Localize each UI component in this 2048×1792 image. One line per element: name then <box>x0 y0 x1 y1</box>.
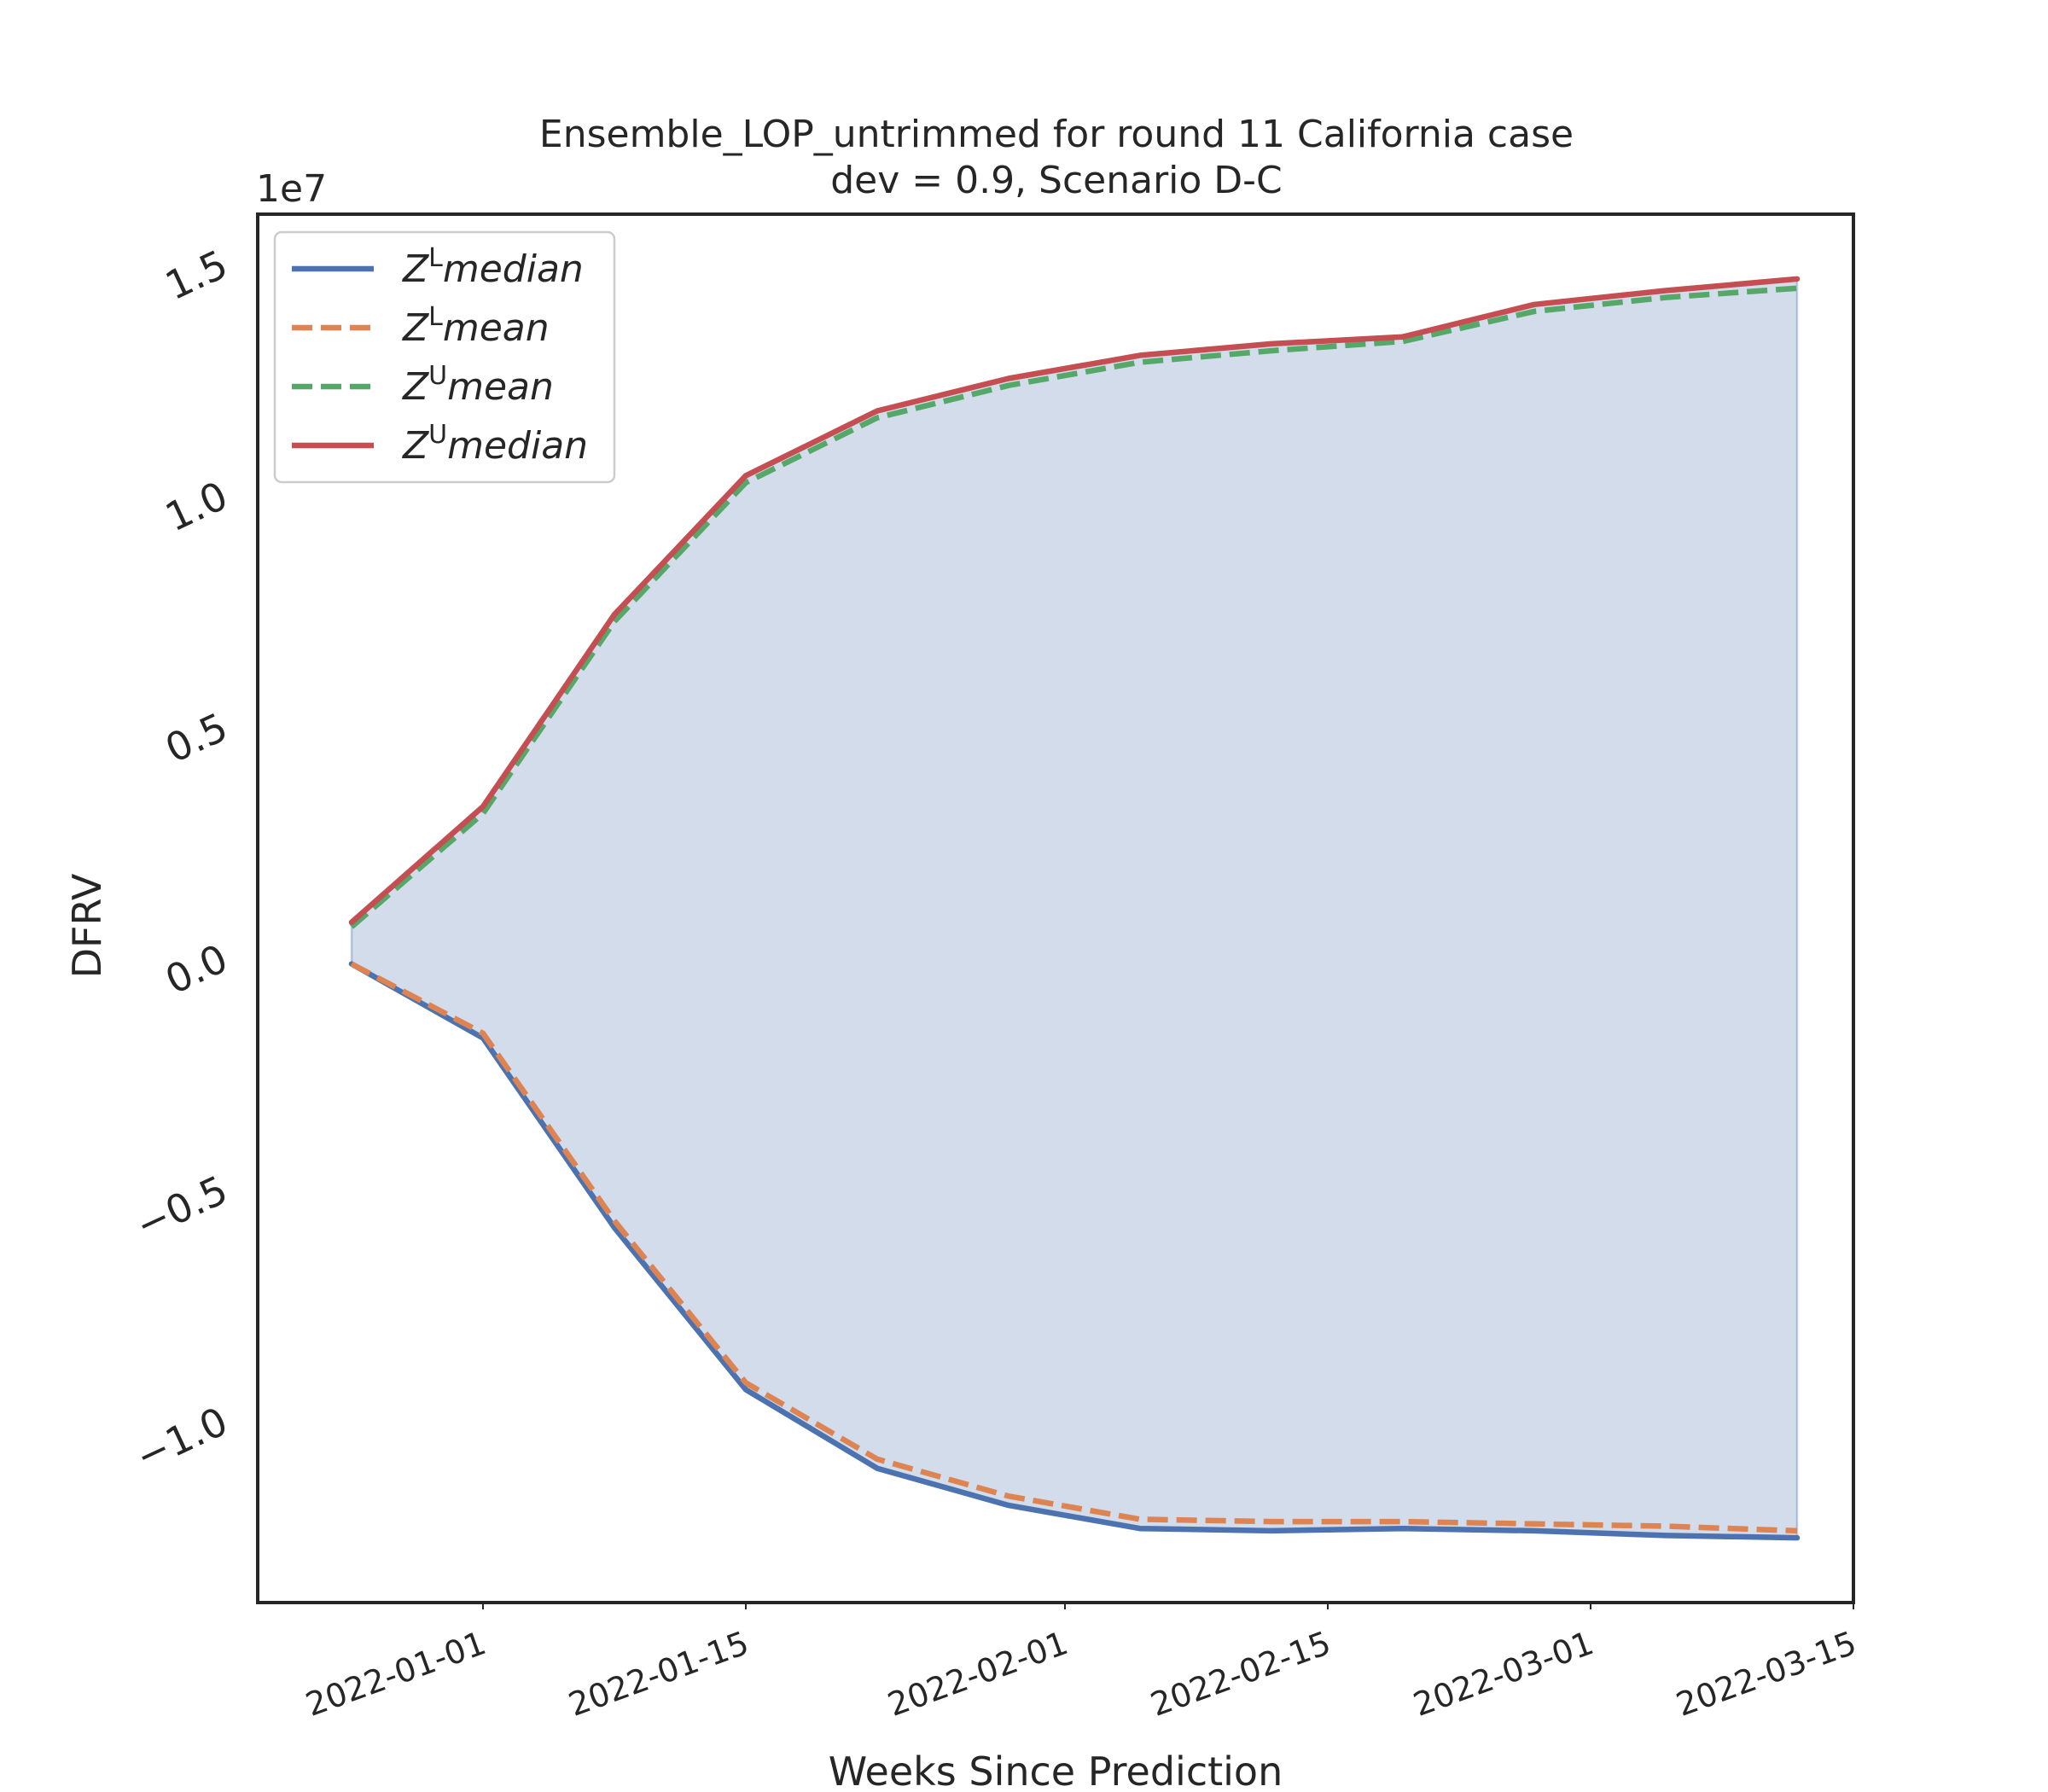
legend-entries: ZLmedian ZLmean ZUmean ZUmedian <box>292 243 588 468</box>
legend-label: ZLmean <box>402 302 550 350</box>
chart-subtitle: dev = 0.9, Scenario D-C <box>830 159 1283 202</box>
legend: ZLmedian ZLmean ZUmean ZUmedian <box>273 230 616 484</box>
series-line-0 <box>348 961 1801 1541</box>
y-tick-label: 1.5 <box>159 241 235 309</box>
y-tick-label: 1.0 <box>159 472 235 540</box>
y-tick-label: 0.5 <box>159 704 235 772</box>
y-tick-label: −1.0 <box>129 1398 235 1480</box>
y-axis-ticks: −1.0 −0.5 0.0 0.5 1.0 1.5 <box>129 241 235 1480</box>
x-tick-label: 2022-02-15 <box>1146 1624 1336 1724</box>
chart-title: Ensemble_LOP_untrimmed for round 11 Cali… <box>539 113 1574 156</box>
series-line-2 <box>349 285 1798 929</box>
y-tick-label: −0.5 <box>129 1167 235 1248</box>
legend-label: ZLmedian <box>402 243 584 291</box>
x-tick-label: 2022-03-15 <box>1672 1624 1862 1724</box>
series-line-3 <box>348 276 1801 926</box>
plot-area <box>256 212 1855 1604</box>
x-tick-label: 2022-03-01 <box>1409 1624 1599 1724</box>
x-tick-label: 2022-01-01 <box>301 1624 492 1724</box>
x-axis-ticks: 2022-01-01 2022-01-15 2022-02-01 2022-02-15… <box>301 1603 1862 1724</box>
legend-box <box>273 230 616 484</box>
chart-title-block: Ensemble_LOP_untrimmed for round 11 Cali… <box>539 113 1574 202</box>
x-tick-label: 2022-01-15 <box>564 1624 754 1724</box>
y-axis-label: DFRV <box>64 873 110 978</box>
legend-label: ZUmedian <box>402 420 588 468</box>
series-line-1 <box>350 961 1798 1534</box>
x-tick-label: 2022-02-01 <box>883 1624 1073 1724</box>
y-offset-label: 1e7 <box>256 167 327 211</box>
plot-frame <box>256 212 1855 1604</box>
legend-label: ZUmean <box>402 361 554 409</box>
x-axis-label: Weeks Since Prediction <box>829 1748 1283 1792</box>
series-layer <box>348 276 1801 1541</box>
y-tick-label: 0.0 <box>159 935 235 1004</box>
